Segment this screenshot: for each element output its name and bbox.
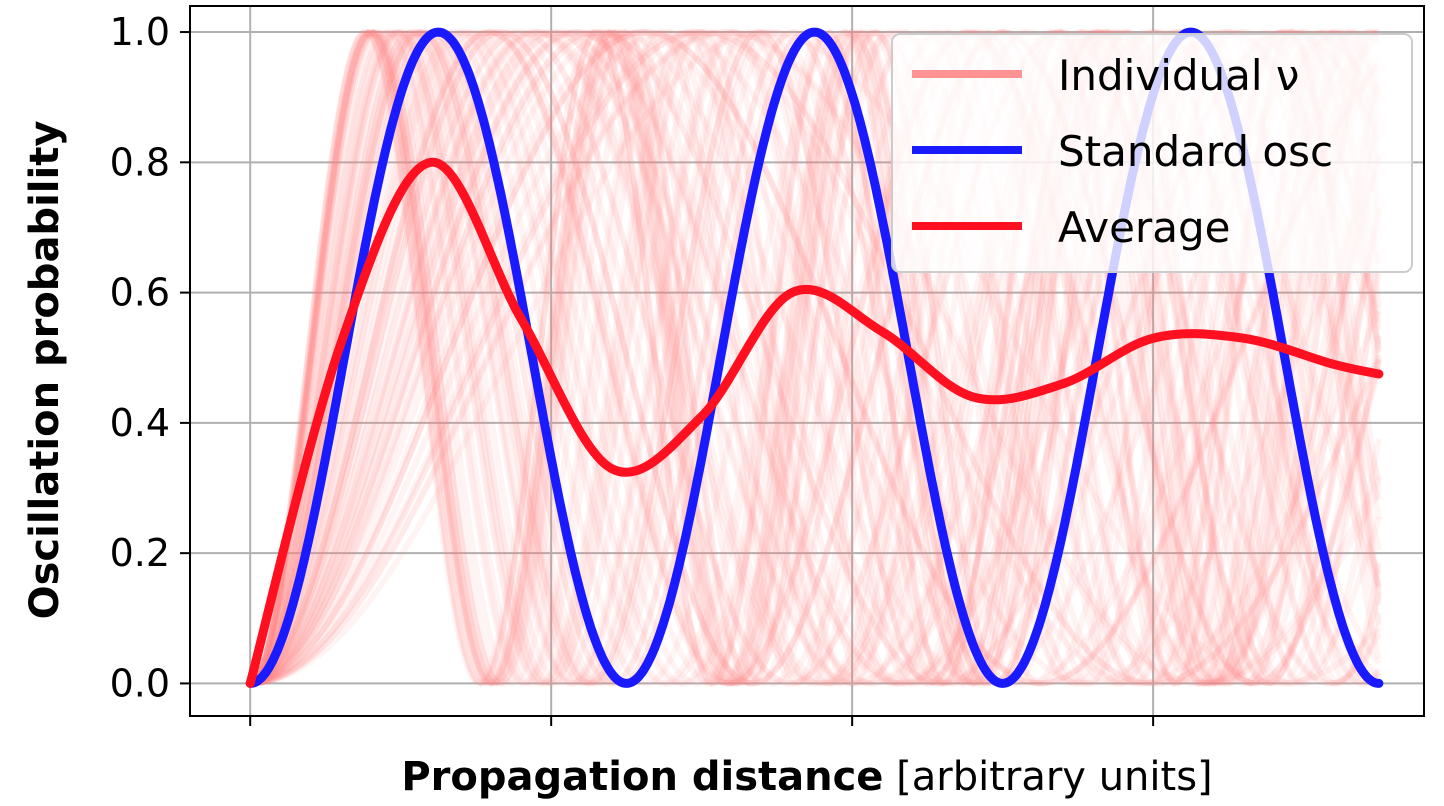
- individual-curve-32: [248, 28, 1382, 687]
- individual-curve-78: [248, 28, 1382, 687]
- individual-curve-60: [248, 28, 1382, 687]
- individual-curve-50: [249, 29, 1381, 687]
- individual-curve-77: [249, 29, 1382, 687]
- individual-curve-59: [249, 28, 1382, 687]
- individual-curve-83: [248, 28, 1382, 687]
- y-axis-label: Oscillation probability: [22, 121, 68, 620]
- individual-curve-14: [248, 29, 1382, 687]
- legend-label-individual: Individual ν: [1058, 51, 1299, 100]
- individual-curve-73: [250, 29, 1382, 687]
- x-axis-label-rest: [arbitrary units]: [883, 754, 1212, 800]
- plot-frame: [189, 5, 1425, 717]
- individual-curve-0: [250, 29, 1382, 687]
- legend-label-standard: Standard osc: [1058, 127, 1333, 176]
- individual-curve-36: [248, 28, 1382, 687]
- legend: Individual ν Standard osc Average: [891, 33, 1413, 273]
- individual-curve-57: [249, 29, 1382, 687]
- individual-curve-27: [249, 28, 1380, 687]
- individual-curve-33: [248, 28, 1382, 687]
- individual-curve-80: [249, 29, 1382, 687]
- y-tick-label-5: 1.0: [110, 10, 170, 54]
- individual-curve-54: [250, 29, 1381, 687]
- x-axis-label-bold: Propagation distance: [401, 754, 883, 800]
- individual-curve-75: [249, 28, 1382, 687]
- individual-curve-56: [250, 29, 1382, 687]
- x-axis-label: Propagation distance [arbitrary units]: [401, 754, 1212, 800]
- individual-curve-52: [249, 29, 1382, 687]
- individual-curve-61: [249, 29, 1382, 687]
- individual-curve-39: [250, 29, 1381, 687]
- main-series: [245, 27, 1384, 688]
- individual-curve-25: [248, 28, 1382, 687]
- individual-curve-2: [248, 28, 1382, 687]
- individual-curve-3: [250, 29, 1382, 687]
- series-standard-osc: [245, 27, 1384, 688]
- individual-curve-17: [250, 29, 1382, 687]
- individual-curve-24: [248, 29, 1382, 687]
- individual-curve-4: [250, 29, 1382, 687]
- individual-curve-45: [249, 29, 1382, 687]
- axis-ticks: 0.0 0.2 0.4 0.6 0.8 1.0: [110, 10, 1155, 726]
- individual-curve-86: [249, 28, 1382, 687]
- individual-curve-82: [248, 28, 1380, 687]
- individual-curve-16: [249, 29, 1382, 687]
- y-tick-label-1: 0.2: [110, 531, 170, 575]
- individual-curve-5: [250, 29, 1382, 687]
- individual-curve-22: [248, 28, 1382, 687]
- y-tick-label-0: 0.0: [110, 661, 170, 705]
- y-tick-label-4: 0.8: [110, 140, 170, 184]
- individual-curve-31: [249, 29, 1382, 687]
- y-tick-label-3: 0.6: [110, 271, 170, 315]
- individual-curve-7: [249, 28, 1382, 687]
- individual-curve-37: [248, 28, 1380, 687]
- individual-curve-38: [249, 29, 1382, 687]
- legend-label-average: Average: [1058, 203, 1230, 252]
- legend-box: [891, 33, 1413, 273]
- individual-curve-44: [248, 28, 1382, 687]
- individual-curve-10: [249, 29, 1382, 687]
- individual-curve-69: [249, 29, 1382, 687]
- individual-curve-62: [249, 28, 1381, 687]
- individual-curve-40: [249, 29, 1382, 687]
- individual-curve-35: [250, 29, 1382, 687]
- individual-curve-85: [249, 28, 1382, 687]
- individual-curve-51: [249, 29, 1382, 687]
- individual-curve-8: [248, 28, 1382, 687]
- individual-curve-48: [249, 28, 1382, 687]
- individual-curve-64: [250, 29, 1382, 687]
- individual-curve-47: [249, 28, 1382, 687]
- individual-curve-88: [249, 29, 1382, 687]
- individual-curve-89: [249, 29, 1382, 687]
- individual-curve-34: [248, 29, 1382, 687]
- individual-curve-81: [249, 28, 1381, 687]
- individual-curve-76: [249, 29, 1382, 687]
- individual-curve-30: [248, 28, 1382, 687]
- individual-curve-26: [249, 29, 1382, 687]
- y-tick-label-2: 0.4: [110, 401, 170, 445]
- individual-curve-41: [249, 28, 1382, 687]
- individual-curve-72: [249, 28, 1382, 687]
- series-average: [245, 157, 1384, 688]
- individual-curve-12: [249, 29, 1382, 687]
